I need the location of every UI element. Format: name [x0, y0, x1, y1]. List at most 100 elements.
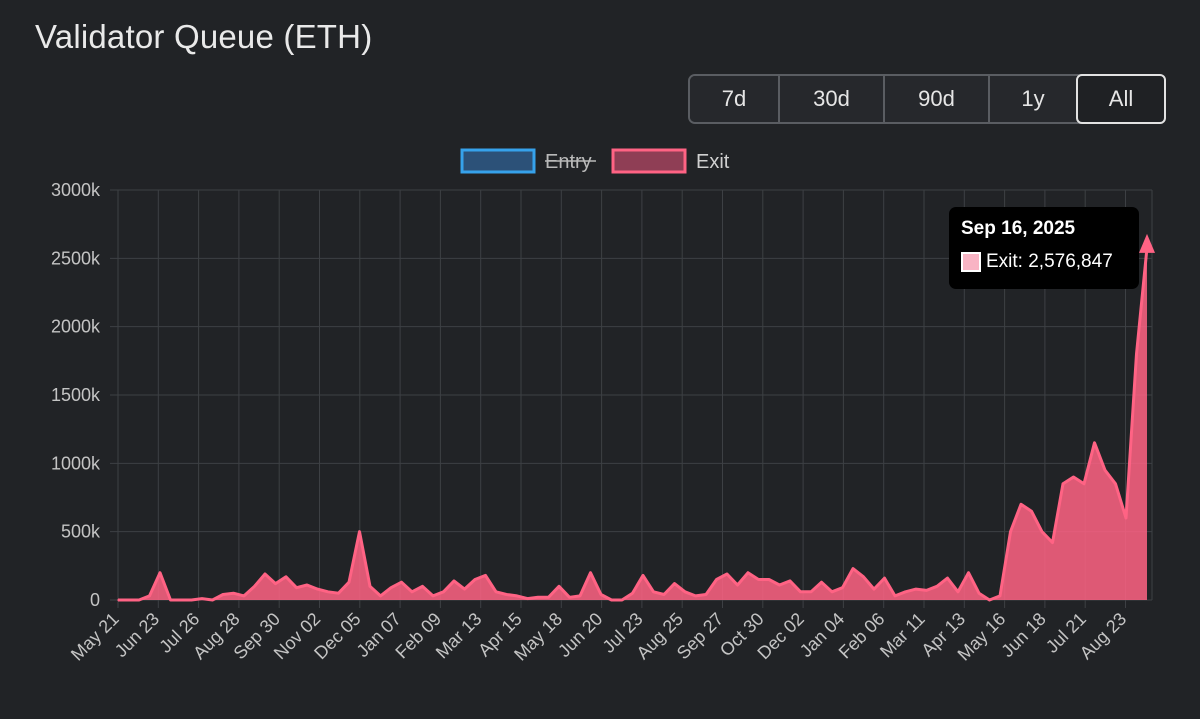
exit-point [726, 573, 728, 575]
exit-point [715, 578, 718, 581]
exit-point [127, 599, 130, 601]
exit-point [211, 599, 214, 601]
exit-point [558, 585, 560, 588]
legend-item-exit[interactable]: Exit [611, 148, 730, 174]
exit-point [589, 571, 592, 574]
exit-point [925, 589, 928, 592]
exit-point [390, 586, 392, 589]
exit-point [295, 586, 298, 589]
exit-point [936, 585, 938, 588]
legend-swatch-exit [611, 148, 687, 174]
exit-point [883, 577, 886, 579]
time-range-selector: 7d 30d 90d 1y All [688, 74, 1166, 124]
exit-point [705, 593, 707, 596]
exit-point [358, 530, 361, 533]
exit-point [873, 588, 875, 590]
exit-point [957, 591, 959, 593]
legend-swatch-entry [460, 148, 536, 174]
exit-point [148, 595, 151, 597]
exit-point [159, 571, 161, 574]
exit-point [484, 574, 487, 577]
exit-point [243, 595, 245, 597]
y-tick-label: 1500k [51, 385, 101, 405]
range-button-90d[interactable]: 90d [883, 76, 988, 122]
tooltip-title: Sep 16, 2025 [961, 218, 1076, 239]
exit-point [747, 571, 749, 574]
range-button-all[interactable]: All [1076, 74, 1166, 124]
exit-point [810, 591, 812, 593]
exit-point [505, 593, 508, 596]
exit-point [852, 567, 854, 570]
exit-point [967, 571, 970, 574]
exit-point [894, 595, 896, 597]
exit-point [1051, 541, 1054, 544]
exit-point [369, 585, 371, 588]
exit-point [1135, 353, 1138, 355]
x-tick-label: Jun 23 [111, 609, 163, 661]
tooltip: Sep 16, 2025 Exit: 2,576,847 [949, 207, 1139, 289]
y-tick-label: 3000k [51, 180, 101, 200]
exit-point [915, 588, 917, 590]
exit-point [946, 577, 949, 579]
exit-point [537, 596, 539, 599]
legend: Entry Exit [460, 148, 730, 174]
exit-point [1104, 469, 1106, 472]
exit-point [684, 591, 686, 593]
exit-point [799, 591, 802, 593]
range-button-30d[interactable]: 30d [778, 76, 883, 122]
exit-point [621, 599, 623, 601]
exit-point [999, 595, 1001, 597]
x-tick-label: Mar 11 [876, 609, 929, 662]
exit-point [1125, 517, 1127, 519]
exit-point [568, 596, 571, 599]
exit-point [600, 593, 602, 596]
exit-point [1009, 530, 1012, 533]
exit-point [1062, 483, 1064, 485]
exit-point [316, 588, 319, 590]
exit-point [789, 580, 791, 582]
exit-point [222, 593, 224, 596]
exit-point [988, 599, 991, 601]
range-button-1y[interactable]: 1y [988, 76, 1076, 122]
exit-point [642, 574, 644, 577]
exit-point [516, 595, 518, 597]
page-title: Validator Queue (ETH) [35, 18, 373, 55]
exit-area [118, 247, 1147, 601]
exit-point [663, 593, 665, 596]
exit-point [904, 591, 907, 593]
exit-point [978, 592, 980, 594]
exit-point [285, 576, 287, 578]
exit-point [1072, 476, 1075, 478]
legend-item-entry[interactable]: Entry [460, 148, 596, 174]
exit-point [232, 592, 235, 594]
exit-point [652, 591, 655, 593]
exit-point [453, 580, 455, 582]
exit-point [463, 588, 466, 590]
exit-point [1083, 483, 1085, 485]
exit-point [1020, 503, 1022, 506]
x-tick-label: May 21 [67, 609, 123, 665]
exit-point [526, 597, 529, 600]
exit-point [400, 581, 403, 583]
exit-point [673, 582, 676, 585]
y-tick-label: 0 [90, 590, 100, 610]
legend-label-entry: Entry [545, 151, 592, 173]
y-tick-label: 500k [61, 522, 101, 542]
y-axis: 0 500k 1000k 1500k 2000k 2500k 3000k [51, 180, 101, 610]
range-button-7d[interactable]: 7d [690, 76, 778, 122]
exit-point [862, 576, 865, 578]
exit-point [421, 585, 424, 588]
exit-point-highlight[interactable] [1139, 233, 1155, 253]
tooltip-swatch [961, 252, 981, 272]
exit-point [411, 591, 413, 593]
exit-point [768, 578, 770, 581]
tooltip-label: Exit: 2,576,847 [986, 251, 1113, 272]
exit-point [579, 595, 581, 597]
exit-point [778, 584, 781, 586]
validator-queue-chart: Entry Exit 0 500k 1000k 1500k 2000k 2500k 3000… [51, 148, 1155, 665]
legend-label-exit: Exit [696, 151, 730, 173]
exit-point [757, 578, 760, 581]
exit-point [1041, 530, 1043, 533]
exit-point [327, 591, 329, 593]
